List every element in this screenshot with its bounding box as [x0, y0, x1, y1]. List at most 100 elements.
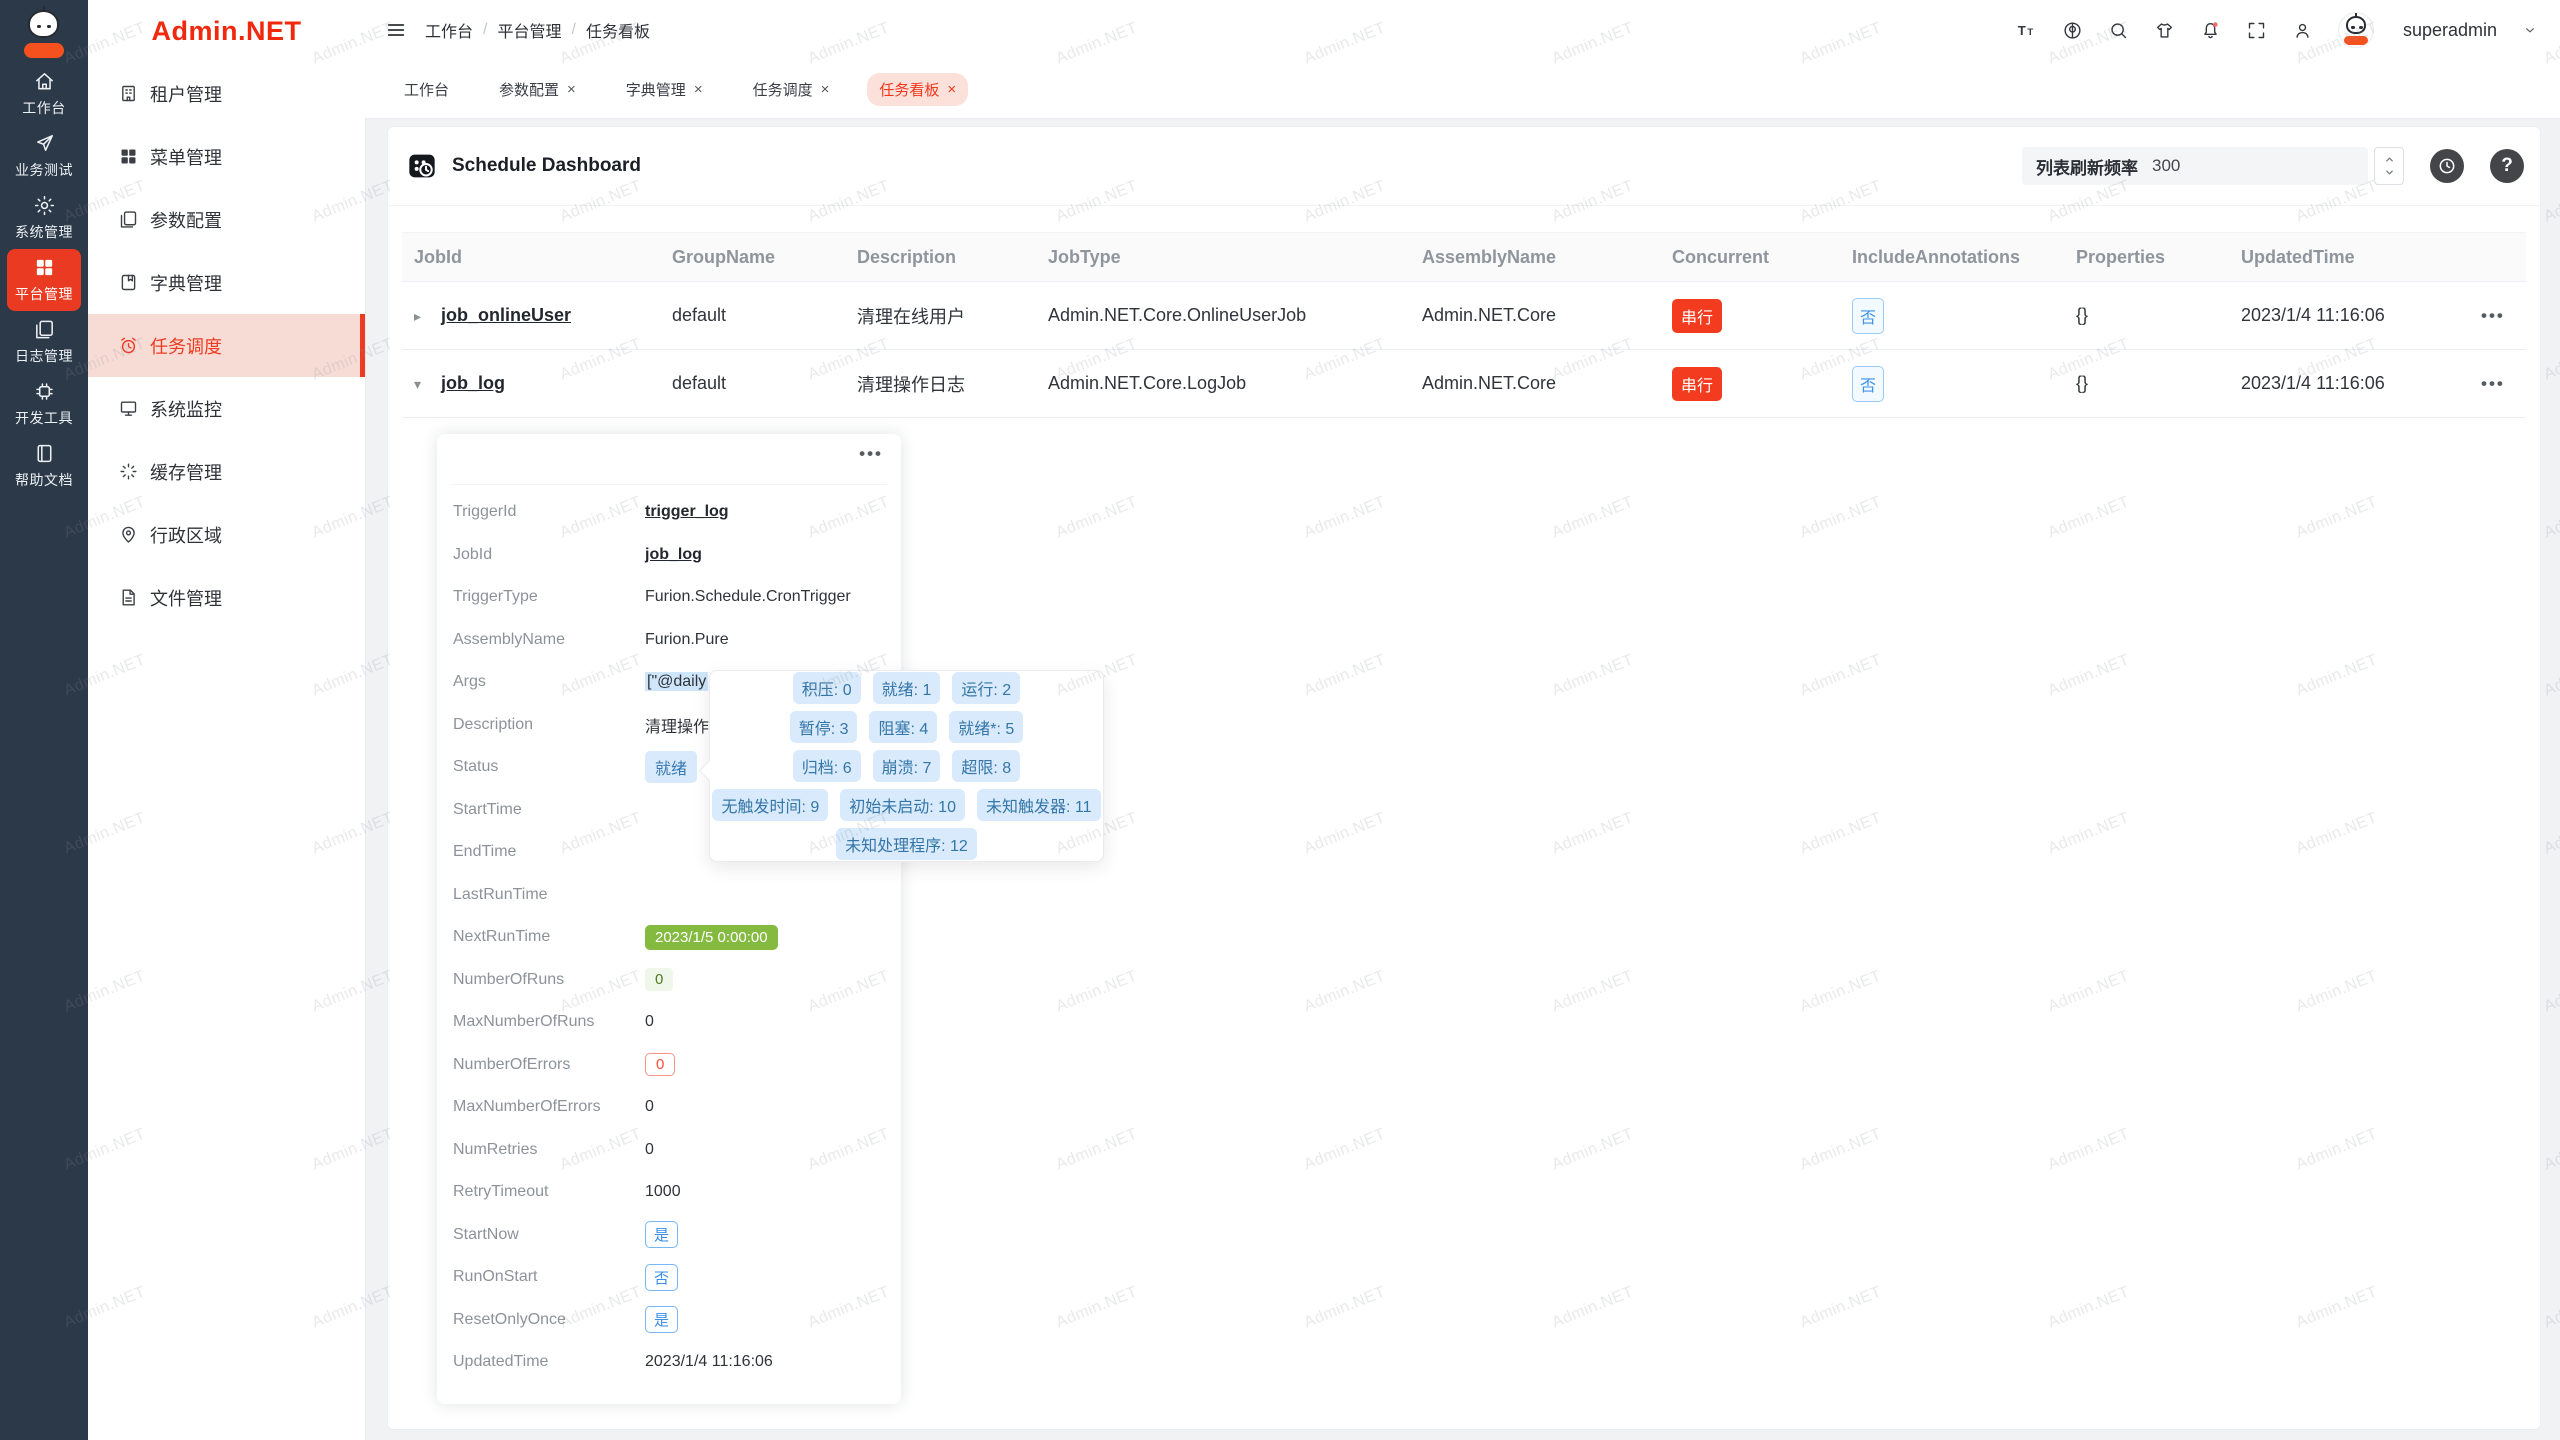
refresh-rate-input[interactable]: 列表刷新频率 300	[2022, 147, 2368, 185]
timer-button[interactable]	[2430, 149, 2464, 183]
sidebar-menu-item[interactable]: 行政区域	[88, 503, 365, 566]
more-actions-icon[interactable]: •••	[859, 444, 883, 463]
table-header-row: JobId GroupName Description JobType Asse…	[402, 232, 2526, 282]
username[interactable]: superadmin	[2402, 19, 2497, 40]
column-header[interactable]: Properties	[2076, 246, 2166, 267]
theme-icon[interactable]	[2154, 20, 2175, 41]
search-icon[interactable]	[2108, 20, 2129, 41]
breadcrumb-item[interactable]: 平台管理	[497, 24, 562, 41]
tab-label: 字典管理	[625, 81, 686, 99]
include-annotations-cell: 否	[1840, 297, 2064, 334]
breadcrumb-item[interactable]: 任务看板	[585, 24, 650, 41]
rail-item[interactable]: 开发工具	[7, 373, 81, 435]
column-header[interactable]: AssemblyName	[1422, 246, 1557, 267]
sidebar-menu-item[interactable]: 菜单管理	[88, 125, 365, 188]
assembly-cell: Admin.NET.Core	[1422, 305, 1557, 325]
rail-item-icon	[33, 256, 56, 279]
group-cell: default	[672, 373, 727, 393]
sidebar-menu-item[interactable]: 任务调度	[88, 314, 365, 377]
detail-label: ResetOnlyOnce	[453, 1310, 566, 1328]
more-actions-icon[interactable]: •••	[2481, 306, 2505, 325]
help-button[interactable]: ?	[2490, 149, 2524, 183]
mascot-head	[28, 10, 59, 38]
rail-item-icon	[33, 442, 56, 465]
menu-item-icon	[118, 209, 139, 230]
chevron-down-icon[interactable]	[2522, 22, 2538, 38]
close-icon[interactable]	[567, 82, 576, 97]
refresh-rate-value[interactable]: 300	[2152, 156, 2181, 175]
fullscreen-icon[interactable]	[2246, 20, 2267, 41]
sidebar-menu-item[interactable]: 字典管理	[88, 251, 365, 314]
breadcrumb-item[interactable]: 工作台	[425, 24, 474, 41]
more-actions-icon[interactable]: •••	[2481, 374, 2505, 393]
menu-item-label: 参数配置	[150, 210, 222, 231]
detail-row: Status 就绪	[453, 746, 885, 789]
detail-value: job_log	[645, 545, 702, 563]
breadcrumb: 工作台 / 平台管理 / 任务看板	[425, 18, 650, 42]
avatar[interactable]	[2337, 12, 2374, 48]
sidebar-menu-item[interactable]: 文件管理	[88, 566, 365, 629]
expand-caret-icon[interactable]: ▾	[414, 376, 422, 392]
detail-label: LastRunTime	[453, 885, 548, 903]
view-tab[interactable]: 字典管理	[614, 73, 715, 106]
description-cell: 清理操作日志	[857, 374, 965, 395]
collapse-menu-icon[interactable]	[385, 19, 407, 41]
include-annotations-badge: 否	[1852, 365, 1885, 402]
detail-panel-header: •••	[437, 434, 901, 484]
column-header[interactable]: Concurrent	[1672, 246, 1770, 267]
sidebar-menu-item[interactable]: 系统监控	[88, 377, 365, 440]
menu-item-label: 字典管理	[150, 273, 222, 294]
rail-item-label: 平台管理	[15, 286, 73, 302]
job-id-link[interactable]: job_log	[441, 373, 506, 393]
app-logo-mascot[interactable]	[16, 5, 72, 61]
close-icon[interactable]	[694, 82, 703, 97]
jobs-table: JobId GroupName Description JobType Asse…	[402, 232, 2526, 418]
column-header[interactable]: UpdatedTime	[2241, 246, 2355, 267]
detail-value: trigger_log	[645, 503, 729, 521]
schedule-dashboard-icon	[406, 150, 438, 182]
view-tab[interactable]: 参数配置	[487, 73, 588, 106]
detail-label: TriggerId	[453, 503, 517, 521]
rail-item[interactable]: 工作台	[7, 63, 81, 125]
rail-item[interactable]: 帮助文档	[7, 435, 81, 497]
rail-item[interactable]: 平台管理	[7, 249, 81, 311]
sidebar-menu-item[interactable]: 租户管理	[88, 62, 365, 125]
stepper-up-icon[interactable]	[2383, 153, 2396, 166]
column-header[interactable]: Description	[857, 246, 957, 267]
detail-label: Status	[453, 758, 499, 776]
notification-icon[interactable]	[2200, 20, 2221, 41]
sidebar-menu-item[interactable]: 缓存管理	[88, 440, 365, 503]
detail-label: Description	[453, 715, 534, 733]
job-id-link[interactable]: job_onlineUser	[441, 305, 572, 325]
close-icon[interactable]	[821, 82, 830, 97]
mascot-body	[24, 43, 64, 58]
detail-label: UpdatedTime	[453, 1353, 549, 1371]
sidebar-menu: Admin.NET 租户管理 菜单管理 参数配置 字典管理 任务调度 系统监控	[88, 0, 366, 1440]
expand-caret-icon[interactable]: ▸	[414, 308, 422, 324]
column-header[interactable]: IncludeAnnotations	[1852, 246, 2020, 267]
stepper-down-icon[interactable]	[2383, 166, 2396, 179]
profile-icon[interactable]	[2292, 20, 2313, 41]
detail-row: Args ["@daily	[453, 661, 885, 704]
detail-value: 1000	[645, 1183, 681, 1201]
rail-item[interactable]: 系统管理	[7, 187, 81, 249]
language-icon[interactable]	[2062, 20, 2083, 41]
menu-item-icon	[118, 272, 139, 293]
rail-item[interactable]: 日志管理	[7, 311, 81, 373]
rail-item-icon	[33, 380, 56, 403]
table-row[interactable]: ▾ job_log default 清理操作日志 Admin.NET.Core.…	[402, 350, 2526, 418]
view-tab[interactable]: 任务调度	[741, 73, 842, 106]
column-header[interactable]: JobId	[414, 246, 462, 267]
status-badge: 运行: 2	[952, 672, 1021, 704]
column-header[interactable]: JobType	[1048, 246, 1121, 267]
view-tab[interactable]: 任务看板	[867, 72, 969, 106]
rail-item[interactable]: 业务测试	[7, 125, 81, 187]
close-icon[interactable]	[947, 82, 956, 97]
view-tab[interactable]: 工作台	[392, 73, 461, 106]
column-header[interactable]: GroupName	[672, 246, 776, 267]
concurrent-badge: 串行	[1672, 298, 1723, 333]
table-row[interactable]: ▸ job_onlineUser default 清理在线用户 Admin.NE…	[402, 282, 2526, 350]
refresh-rate-stepper[interactable]	[2374, 147, 2404, 185]
sidebar-menu-item[interactable]: 参数配置	[88, 188, 365, 251]
